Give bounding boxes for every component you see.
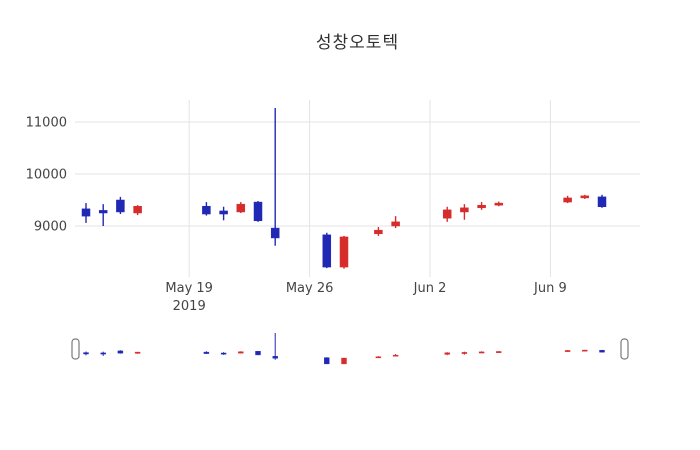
mini-candle-body bbox=[496, 351, 502, 353]
rangeslider-right-handle[interactable] bbox=[620, 338, 629, 360]
x-tick-label: May 19 bbox=[165, 281, 213, 296]
mini-candle-body bbox=[341, 357, 347, 365]
mini-candle-body bbox=[461, 352, 468, 354]
gridlines bbox=[75, 100, 640, 277]
mini-candle-body bbox=[444, 352, 450, 355]
candle-body bbox=[270, 227, 280, 239]
candle-body bbox=[597, 196, 607, 208]
candles bbox=[81, 107, 607, 269]
rangeslider-track[interactable] bbox=[75, 330, 625, 368]
x-axis-labels: May 19 2019 May 26 Jun 2 Jun 9 bbox=[165, 281, 566, 314]
x-tick-label: May 26 bbox=[286, 281, 334, 296]
rangeslider-left-handle[interactable] bbox=[71, 338, 80, 360]
mini-candle-body bbox=[478, 351, 485, 354]
mini-candle-body bbox=[117, 350, 124, 354]
candle-body bbox=[133, 205, 142, 214]
y-tick-label: 11000 bbox=[26, 116, 67, 131]
mini-candle-body bbox=[255, 351, 261, 356]
candle-body bbox=[81, 208, 91, 217]
candle-body bbox=[494, 202, 504, 206]
candle-body bbox=[202, 205, 211, 215]
candle-body bbox=[460, 207, 469, 213]
mini-candle-body bbox=[134, 351, 141, 354]
candle-body bbox=[98, 210, 108, 214]
candle-body bbox=[563, 197, 572, 203]
y-tick-label: 9000 bbox=[34, 220, 67, 235]
x-tick-sublabel: 2019 bbox=[173, 299, 206, 314]
mini-candle-body bbox=[238, 351, 244, 354]
mini-candle-body bbox=[324, 357, 330, 365]
x-tick-label: Jun 9 bbox=[533, 281, 567, 296]
candle-body bbox=[374, 229, 383, 235]
mini-candle-body bbox=[272, 356, 278, 359]
plot-area[interactable] bbox=[75, 100, 640, 277]
y-axis-labels: 9000 10000 11000 bbox=[26, 116, 67, 235]
candle-body bbox=[219, 210, 228, 215]
candle-body bbox=[442, 209, 452, 219]
candle-body bbox=[322, 234, 332, 268]
candle-body bbox=[116, 199, 125, 213]
x-tick-label: Jun 2 bbox=[413, 281, 447, 296]
candle-body bbox=[253, 201, 263, 222]
candle-body bbox=[477, 204, 486, 209]
mini-candle-body bbox=[375, 356, 382, 359]
chart-title: 성창오토텍 bbox=[315, 33, 400, 53]
y-tick-label: 10000 bbox=[26, 168, 67, 183]
mini-candle-body bbox=[203, 351, 210, 354]
candle-body bbox=[236, 203, 246, 213]
mini-candle-body bbox=[100, 352, 106, 355]
mini-candle-body bbox=[220, 352, 227, 355]
mini-candle-body bbox=[582, 349, 588, 352]
mini-candle-body bbox=[599, 350, 605, 353]
candle-body bbox=[339, 236, 349, 268]
mini-candle-body bbox=[392, 354, 399, 357]
rangeslider bbox=[71, 330, 629, 368]
mini-candle-body bbox=[564, 350, 571, 352]
mini-candle-body bbox=[83, 352, 89, 355]
candle-body bbox=[580, 195, 590, 199]
candle-body bbox=[391, 221, 400, 227]
